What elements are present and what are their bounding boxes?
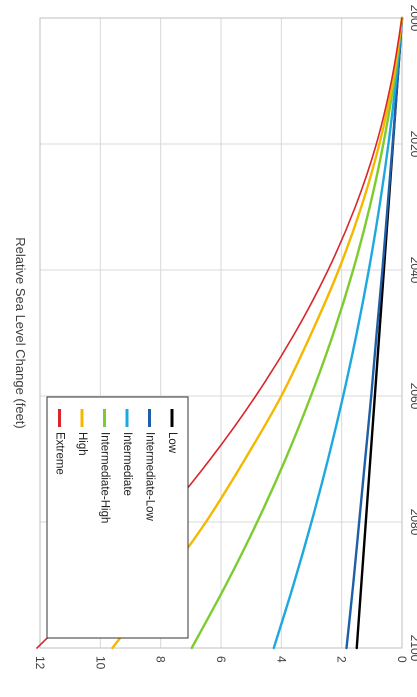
value-tick-label: 4 <box>274 656 288 663</box>
series-line-intermediate <box>272 16 404 650</box>
year-tick-label: 2000 <box>408 5 417 32</box>
legend-label-intermediate-low: Intermediate-Low <box>143 432 155 522</box>
legend: Low Intermediate-Low Intermediate Intermedi… <box>46 396 189 639</box>
series-line-intermediate-high <box>190 16 404 650</box>
value-tick-label: 0 <box>395 656 409 663</box>
legend-label-intermediate-high: Intermediate-High <box>98 432 110 523</box>
legend-label-high: High <box>76 432 88 456</box>
year-tick-label: 2060 <box>408 383 417 410</box>
year-tick-labels: 2000 2020 2040 2060 2080 2100 <box>408 5 417 662</box>
legend-label-low: Low <box>166 432 178 454</box>
legend-label-extreme: Extreme <box>53 432 65 475</box>
value-tick-label: 12 <box>33 656 47 670</box>
year-tick-label: 2100 <box>408 635 417 662</box>
year-tick-label: 2020 <box>408 131 417 158</box>
year-tick-label: 2080 <box>408 509 417 536</box>
value-tick-labels: 0 2 4 6 8 10 12 <box>33 656 409 670</box>
plot-area-frame <box>39 17 403 649</box>
y-axis-title: Relative Sea Level Change (feet) <box>13 237 28 429</box>
series-line-intermediate-low <box>345 16 404 650</box>
value-tick-label: 10 <box>93 656 107 670</box>
year-tick-label: 2040 <box>408 257 417 284</box>
series-line-high <box>111 16 404 650</box>
legend-label-intermediate: Intermediate <box>121 432 133 496</box>
legend-box <box>46 396 189 639</box>
value-tick-label: 6 <box>214 656 228 663</box>
value-tick-label: 8 <box>154 656 168 663</box>
value-tick-label: 2 <box>335 656 349 663</box>
